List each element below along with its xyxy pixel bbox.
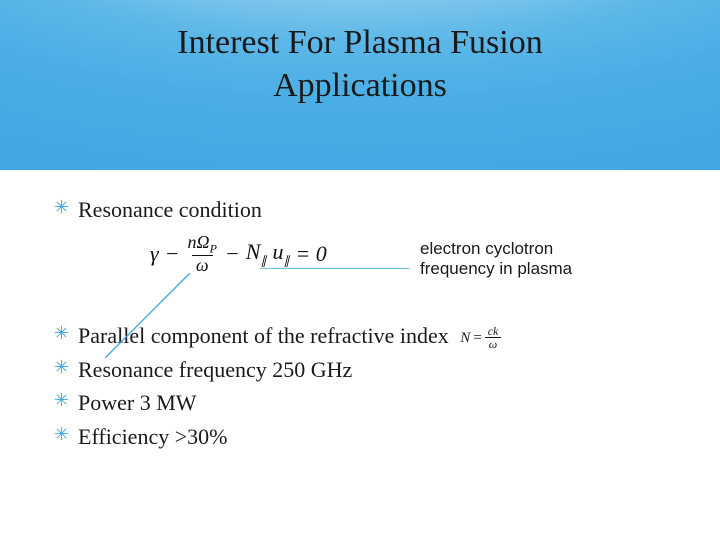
bullet-marker-icon: ✳: [50, 388, 78, 413]
bullet-2-rest: of the refractive index: [254, 323, 449, 348]
inline-frac-num: ck: [486, 325, 501, 338]
slide-title: Interest For Plasma Fusion Applications: [0, 22, 720, 107]
sym-minus-2: −: [225, 241, 240, 267]
sym-eq-zero: = 0: [295, 241, 326, 267]
bullet-marker-icon: ✳: [50, 422, 78, 447]
big-n-char: N: [246, 239, 261, 264]
bullet-group-2: ✳ Parallel component of the refractive i…: [50, 321, 690, 452]
frac-num: nΩP: [186, 233, 219, 255]
fraction-nomega-over-omega: nΩP ω: [186, 233, 219, 275]
sub-parallel: ∥: [260, 253, 266, 267]
title-line-2: Applications: [273, 67, 447, 104]
bullet-1: ✳ Resonance condition: [50, 195, 690, 225]
annotation-text: electron cyclotron frequency in plasma: [420, 239, 572, 280]
bullet-3-text: Resonance frequency 250 GHz: [78, 355, 352, 385]
sym-u: u∥: [272, 239, 289, 268]
sym-minus: −: [165, 241, 180, 267]
bullet-4-text: Power 3 MW: [78, 388, 197, 418]
bullet-5: ✳ Efficiency >30%: [50, 422, 690, 452]
sub-parallel-2: ∥: [283, 253, 289, 267]
bullet-marker-icon: ✳: [50, 321, 78, 346]
bullet-2-prefix: Parallel component: [78, 323, 254, 348]
resonance-formula: γ − nΩP ω − N∥ u∥ = 0: [150, 233, 327, 275]
frac-den: ω: [192, 255, 213, 275]
u-char: u: [272, 239, 283, 264]
inline-frac: ck ω: [485, 325, 501, 351]
sym-sub-p: P: [210, 241, 217, 255]
inline-frac-den: ω: [485, 337, 501, 351]
bullet-2-text: Parallel component of the refractive ind…: [78, 321, 501, 351]
inline-big-n: N: [460, 328, 470, 348]
title-line-1: Interest For Plasma Fusion: [177, 24, 542, 61]
annotation-line-2: frequency in plasma: [420, 259, 572, 278]
sym-n: n: [188, 232, 197, 252]
bullet-5-text: Efficiency >30%: [78, 422, 227, 452]
sym-big-omega: Ω: [197, 232, 210, 252]
bullet-marker-icon: ✳: [50, 355, 78, 380]
bullet-2: ✳ Parallel component of the refractive i…: [50, 321, 690, 351]
formula-area: γ − nΩP ω − N∥ u∥ = 0 electron cyclotron…: [50, 233, 690, 293]
bullet-4: ✳ Power 3 MW: [50, 388, 690, 418]
bullet-3: ✳ Resonance frequency 250 GHz: [50, 355, 690, 385]
annotation-line-1: electron cyclotron: [420, 239, 553, 258]
sym-big-n: N∥: [246, 239, 267, 268]
bullet-1-text: Resonance condition: [78, 195, 262, 225]
inline-formula-n: N = ck ω: [460, 325, 501, 351]
inline-eq: =: [473, 328, 481, 348]
sym-gamma: γ: [150, 241, 159, 267]
bullet-marker-icon: ✳: [50, 195, 78, 220]
content-area: ✳ Resonance condition γ − nΩP ω − N∥ u∥ …: [50, 195, 690, 456]
